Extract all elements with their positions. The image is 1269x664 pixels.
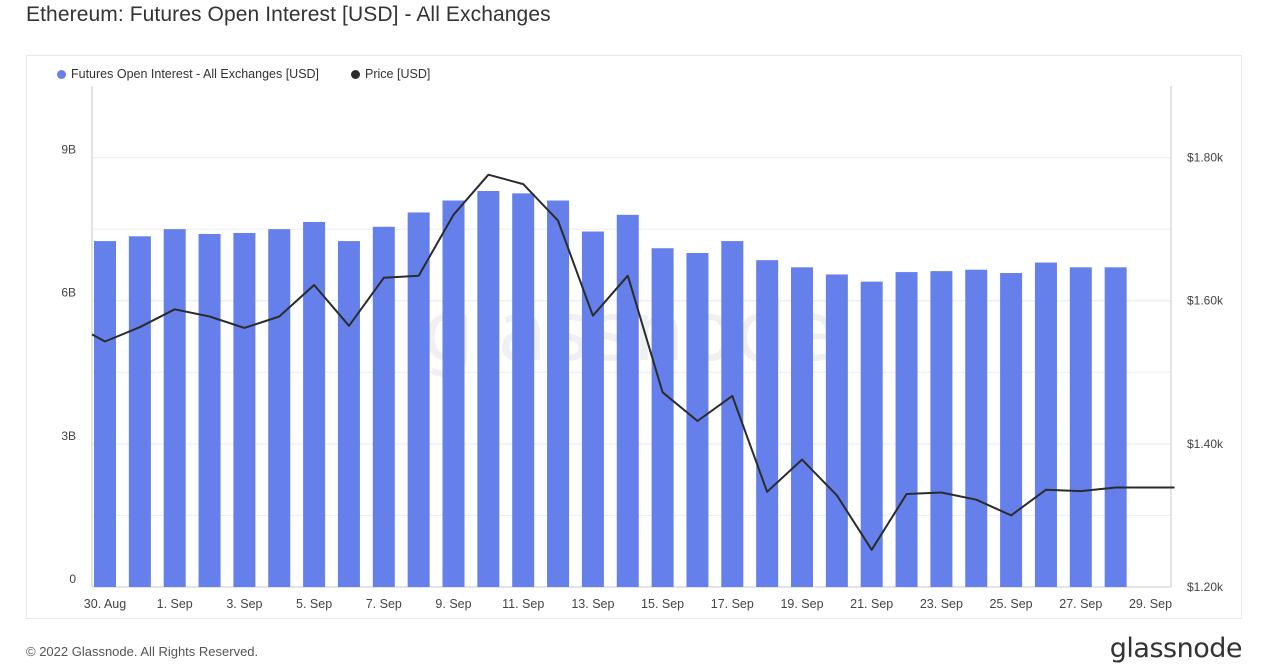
- y-left-tick-label: 6B: [61, 286, 76, 300]
- bar-16: [651, 248, 674, 587]
- bar-3: [198, 233, 221, 587]
- x-tick-label: 9. Sep: [435, 597, 471, 611]
- bar-29: [1104, 267, 1127, 587]
- x-tick-label: 1. Sep: [157, 597, 193, 611]
- bar-0: [94, 241, 116, 588]
- bar-7: [337, 241, 360, 588]
- bar-18: [721, 241, 744, 588]
- bar-8: [372, 226, 395, 587]
- bar-22: [860, 281, 883, 587]
- bar-26: [1000, 273, 1023, 587]
- legend-dot-open-interest: [57, 69, 66, 79]
- chart-frame: [26, 55, 1242, 619]
- bar-28: [1069, 267, 1092, 587]
- legend-label-open-interest: Futures Open Interest - All Exchanges [U…: [71, 67, 320, 81]
- legend-item-price[interactable]: Price [USD]: [351, 67, 430, 81]
- x-tick-label: 7. Sep: [366, 597, 402, 611]
- y-right-tick-label: $1.80k: [1187, 151, 1224, 165]
- y-right-tick-label: $1.20k: [1187, 580, 1224, 594]
- bar-15: [616, 214, 639, 588]
- legend-label-price: Price [USD]: [365, 67, 431, 81]
- bar-2: [163, 229, 186, 587]
- bar-24: [930, 271, 953, 587]
- y-left-tick-label: 9B: [61, 143, 76, 157]
- x-tick-label: 3. Sep: [226, 597, 262, 611]
- y-right-tick-label: $1.60k: [1187, 294, 1224, 308]
- bar-5: [268, 229, 291, 587]
- x-tick-label: 11. Sep: [502, 597, 544, 611]
- x-tick-label: 30. Aug: [84, 597, 126, 611]
- glassnode-logo: glassnode: [1109, 633, 1243, 664]
- bar-23: [895, 272, 918, 587]
- x-tick-label: 19. Sep: [780, 597, 823, 611]
- x-tick-label: 21. Sep: [850, 597, 893, 611]
- bar-27: [1034, 262, 1057, 587]
- bar-13: [547, 200, 570, 587]
- y-right-tick-label: $1.40k: [1187, 437, 1224, 451]
- copyright-text: © 2022 Glassnode. All Rights Reserved.: [26, 644, 259, 659]
- x-tick-label: 15. Sep: [641, 597, 684, 611]
- x-tick-label: 13. Sep: [571, 597, 614, 611]
- bar-19: [756, 260, 779, 587]
- legend-item-open-interest[interactable]: Futures Open Interest - All Exchanges [U…: [57, 67, 319, 81]
- legend-dot-price: [351, 69, 361, 79]
- x-tick-label: 17. Sep: [711, 597, 754, 611]
- bar-10: [442, 200, 465, 587]
- y-left-tick-label: 0: [69, 572, 76, 586]
- x-tick-label: 27. Sep: [1059, 597, 1102, 611]
- bar-12: [512, 193, 535, 587]
- y-left-tick-label: 3B: [61, 429, 76, 443]
- x-tick-label: 29. Sep: [1129, 597, 1172, 611]
- x-tick-label: 23. Sep: [920, 597, 963, 611]
- bar-11: [477, 190, 500, 587]
- bar-9: [407, 212, 430, 587]
- bar-25: [965, 269, 988, 587]
- bar-1: [128, 236, 151, 588]
- x-tick-label: 5. Sep: [296, 597, 332, 611]
- bar-14: [581, 231, 604, 587]
- bar-4: [233, 232, 256, 587]
- page-title: Ethereum: Futures Open Interest [USD] - …: [26, 3, 551, 26]
- bar-20: [791, 267, 813, 587]
- bar-6: [303, 221, 326, 587]
- x-tick-label: 25. Sep: [990, 597, 1033, 611]
- bar-21: [825, 274, 848, 587]
- price-line: [91, 173, 1175, 551]
- chart-legend: Futures Open Interest - All Exchanges [U…: [57, 67, 430, 81]
